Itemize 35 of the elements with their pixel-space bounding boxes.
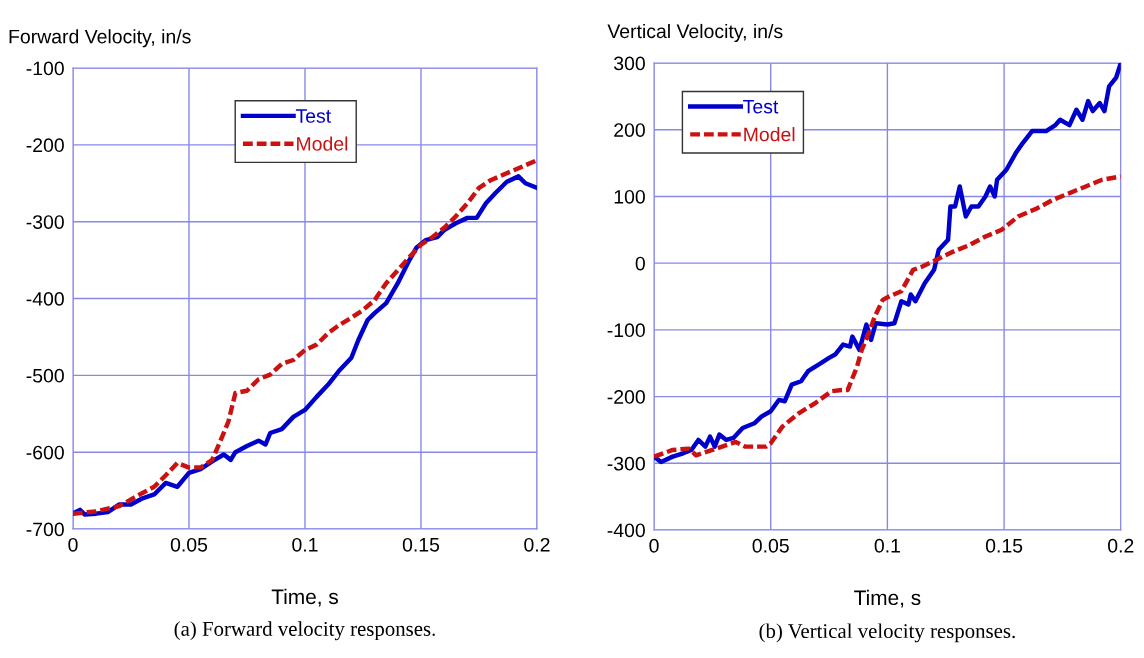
x-tick-label: 0.15 [402,537,440,552]
x-axis-title: Time, s [854,589,921,608]
x-tick-label: 0 [649,538,659,553]
x-tick-label: 0.05 [170,537,208,552]
legend-label: Test [743,99,779,114]
x-axis-title: Time, s [271,588,338,607]
x-tick-label: 0.05 [752,538,789,553]
legend-label: Test [295,109,331,123]
y-tick-label: -500 [26,368,64,383]
x-tick-label: 0.15 [985,538,1023,553]
y-axis-title: Vertical Velocity, in/s [607,23,783,43]
text: (b) Vertical velocity responses. [759,623,1015,643]
text: (a) Forward velocity responses. [174,621,435,641]
y-tick-label: -300 [607,456,645,471]
x-tick-label: 0.2 [1108,538,1134,553]
y-tick-label: 200 [614,123,645,137]
y-tick-label: -700 [26,522,64,537]
y-tick-label: -100 [26,61,64,76]
y-tick-label: -200 [607,390,645,404]
legend-label: Model [297,136,348,151]
x-tick-label: 0.2 [524,537,550,552]
x-tick-label: 0.1 [874,538,900,553]
y-tick-label: -300 [26,215,64,229]
y-tick-label: -200 [26,138,64,153]
y-tick-label: 0 [635,256,645,271]
legend-label: Model [744,127,795,142]
x-tick-label: 0 [68,537,78,552]
x-tick-label: 0.1 [292,537,318,552]
y-axis-title: Forward Velocity, in/s [9,29,191,48]
y-tick-label: 100 [614,189,645,204]
y-tick-label: -400 [26,292,64,306]
y-tick-label: -400 [607,523,645,538]
y-tick-label: -100 [607,323,645,338]
y-tick-label: 300 [613,56,645,71]
y-tick-label: -600 [26,445,64,460]
